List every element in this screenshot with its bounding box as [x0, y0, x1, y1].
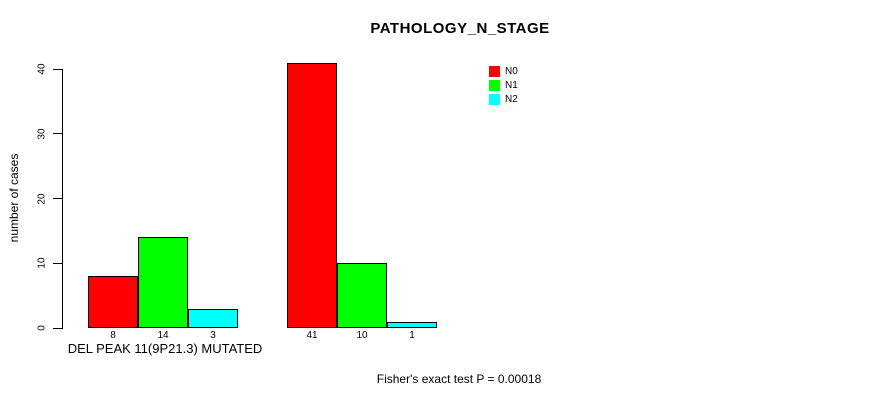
y-tick-label: 40 — [36, 63, 48, 75]
legend-item-n2: N2 — [489, 94, 518, 105]
y-tick-mark — [53, 133, 62, 135]
bar-n1-group2 — [337, 263, 387, 328]
bar-value-label: 41 — [306, 330, 318, 341]
footnote-pvalue: Fisher's exact test P = 0.00018 — [376, 372, 542, 386]
legend-label: N1 — [505, 80, 518, 91]
y-tick-label: 0 — [36, 325, 48, 331]
bar-value-label: 10 — [356, 330, 368, 341]
legend-item-n0: N0 — [489, 66, 518, 77]
legend: N0 N1 N2 — [489, 66, 518, 105]
y-tick-mark — [53, 262, 62, 264]
bar-n0-group2 — [287, 62, 337, 328]
y-tick-label: 10 — [36, 257, 48, 269]
legend-swatch-n0 — [489, 66, 500, 77]
bar-n0-group1 — [88, 276, 138, 328]
legend-label: N0 — [505, 66, 518, 77]
chart-title: PATHOLOGY_N_STAGE — [370, 20, 550, 37]
y-tick-mark — [53, 68, 62, 70]
bar-n2-group2 — [387, 321, 437, 328]
bar-value-label: 8 — [110, 330, 116, 341]
y-tick-mark — [53, 327, 62, 329]
y-tick-mark — [53, 198, 62, 199]
bar-n2-group1 — [188, 308, 238, 328]
legend-swatch-n2 — [489, 94, 500, 105]
bar-value-label: 3 — [210, 330, 216, 341]
legend-item-n1: N1 — [489, 80, 518, 91]
y-tick-label: 30 — [36, 128, 48, 140]
y-tick-label: 20 — [36, 192, 48, 205]
y-axis-label: number of cases — [7, 153, 21, 243]
group-label: DEL PEAK 11(9P21.3) MUTATED — [67, 341, 263, 356]
legend-swatch-n1 — [489, 80, 500, 91]
bar-n1-group1 — [138, 237, 188, 328]
bar-value-label: 14 — [157, 330, 169, 341]
bar-value-label: 1 — [409, 330, 415, 341]
legend-label: N2 — [505, 94, 518, 105]
y-axis-line — [62, 69, 63, 329]
